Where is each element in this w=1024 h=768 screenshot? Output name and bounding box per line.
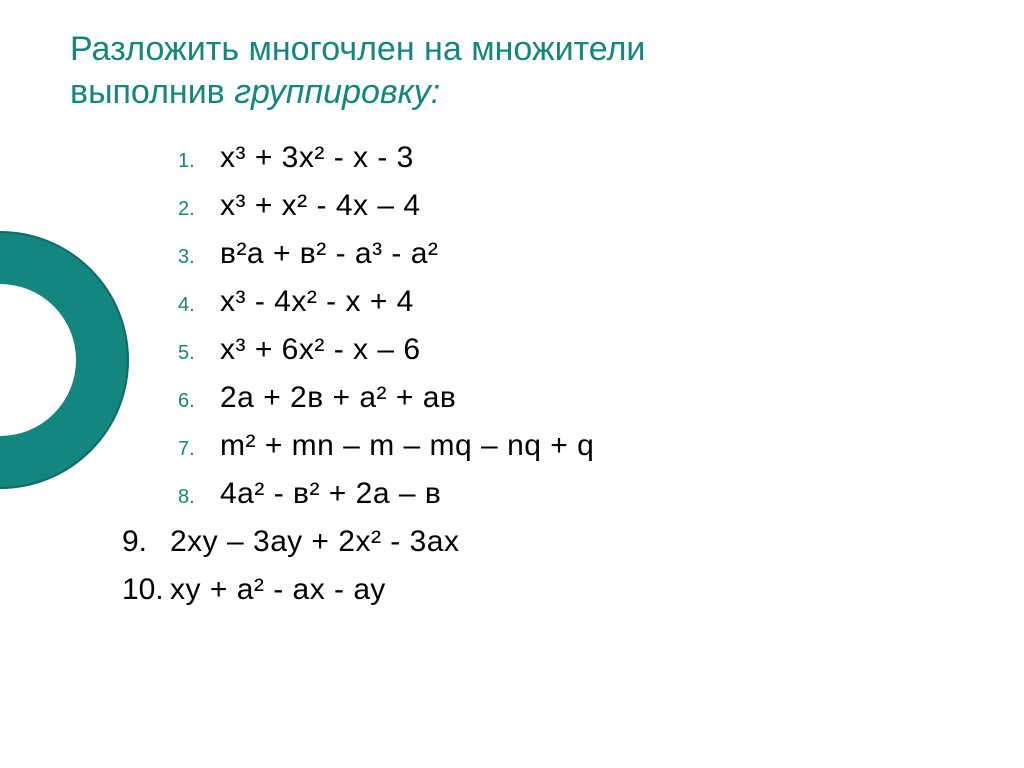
item-expression: х³ + 6х² - х – 6: [220, 333, 421, 367]
item-expression: ху + а² - ах - ау: [170, 573, 386, 607]
accent-decoration: [0, 230, 130, 490]
item-number: 10.: [122, 573, 170, 607]
list-item: 7. m² + mn – m – mq – nq + q: [178, 429, 964, 463]
item-expression: х³ + х² - 4х – 4: [220, 189, 421, 223]
title-line1: Разложить многочлен на множители: [70, 30, 645, 68]
slide-title: Разложить многочлен на множители выполни…: [60, 28, 964, 113]
item-expression: в²а + в² - а³ - а²: [220, 237, 438, 271]
list-item: 3. в²а + в² - а³ - а²: [178, 237, 964, 271]
item-number: 5.: [178, 342, 220, 365]
item-number: 4.: [178, 294, 220, 317]
item-number: 7.: [178, 438, 220, 461]
item-number: 2.: [178, 198, 220, 221]
item-number: 9.: [122, 525, 170, 559]
list-item: 10. ху + а² - ах - ау: [122, 573, 964, 607]
item-expression: 2ху – 3ау + 2х² - 3ах: [170, 525, 459, 559]
list-item: 2. х³ + х² - 4х – 4: [178, 189, 964, 223]
problem-list-continued: 9. 2ху – 3ау + 2х² - 3ах 10. ху + а² - а…: [60, 525, 964, 607]
item-number: 1.: [178, 150, 220, 173]
title-line2-emphasis: группировку:: [234, 73, 440, 111]
list-item: 4. х³ - 4х² - х + 4: [178, 285, 964, 319]
list-item: 5. х³ + 6х² - х – 6: [178, 333, 964, 367]
item-number: 6.: [178, 390, 220, 413]
list-item: 6. 2а + 2в + а² + ав: [178, 381, 964, 415]
list-item: 8. 4а² - в² + 2а – в: [178, 477, 964, 511]
item-expression: х³ + 3х² - х - 3: [220, 141, 414, 175]
item-expression: 2а + 2в + а² + ав: [220, 381, 456, 415]
slide-content: Разложить многочлен на множители выполни…: [0, 0, 1024, 641]
item-number: 3.: [178, 246, 220, 269]
list-item: 1. х³ + 3х² - х - 3: [178, 141, 964, 175]
item-expression: m² + mn – m – mq – nq + q: [220, 429, 594, 463]
item-number: 8.: [178, 486, 220, 509]
list-item: 9. 2ху – 3ау + 2х² - 3ах: [122, 525, 964, 559]
item-expression: х³ - 4х² - х + 4: [220, 285, 414, 319]
item-expression: 4а² - в² + 2а – в: [220, 477, 441, 511]
title-line2-prefix: выполнив: [70, 73, 234, 111]
problem-list: 1. х³ + 3х² - х - 3 2. х³ + х² - 4х – 4 …: [60, 141, 964, 511]
